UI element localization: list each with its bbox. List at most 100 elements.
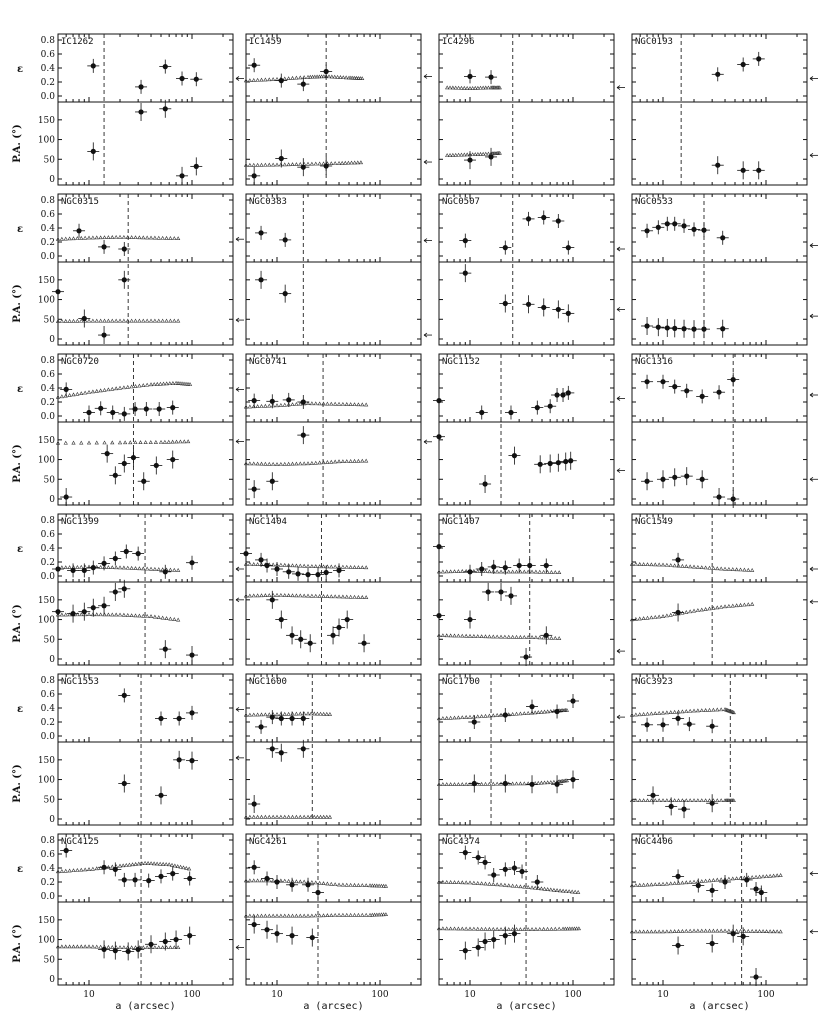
- pa-profile-point: [376, 912, 382, 917]
- pa-profile-point: [67, 318, 72, 323]
- e-profile-point: [567, 889, 572, 894]
- e-profile-point: [117, 234, 123, 239]
- e-profile-point: [294, 75, 299, 80]
- e-profile-point: [539, 709, 544, 714]
- e-profile-point: [294, 879, 299, 884]
- e-tick-label: 0.6: [41, 690, 56, 700]
- pa-profile-point: [684, 928, 689, 933]
- pa-profile-point: [481, 151, 486, 156]
- pa-profile-point: [470, 152, 475, 157]
- pa-profile-point: [448, 782, 453, 786]
- pa-profile-point: [251, 593, 256, 598]
- pa-axis-label: P.A. (°): [12, 284, 23, 323]
- e-profile-point: [155, 381, 160, 386]
- e-profile-point: [86, 564, 92, 569]
- pa-point: [330, 632, 336, 638]
- pa-profile-point: [660, 929, 666, 934]
- pa-point: [498, 589, 504, 595]
- pa-tick-label: 0: [49, 175, 55, 185]
- e-profile-point: [529, 885, 535, 890]
- pa-profile-point: [699, 928, 704, 933]
- e-profile-point: [633, 883, 638, 887]
- e-profile-point: [529, 569, 535, 574]
- e-profile-point: [370, 883, 375, 888]
- ellipticity-axis-label: ε: [17, 224, 23, 235]
- e-profile-point: [533, 710, 538, 715]
- x-tick-label: 100: [564, 990, 581, 1000]
- pa-profile-point: [653, 798, 658, 803]
- e-profile-point: [309, 880, 314, 884]
- pa-profile-point: [641, 929, 646, 934]
- pa-profile-point: [336, 161, 342, 165]
- e-profile-point: [356, 883, 361, 887]
- pa-profile-point: [738, 602, 743, 607]
- pa-profile-point: [305, 461, 311, 466]
- e-point: [300, 81, 306, 87]
- pa-profile-point: [333, 459, 338, 464]
- pa-profile-point: [653, 929, 658, 934]
- e-profile-point: [317, 401, 322, 406]
- pa-profile-point: [462, 152, 467, 157]
- pa-point: [148, 941, 154, 947]
- e-profile-point: [464, 568, 469, 573]
- x-axis-label: a (arcsec): [689, 1001, 749, 1012]
- pa-profile-point: [448, 926, 453, 931]
- e-profile-point: [255, 878, 260, 883]
- e-profile-point: [243, 404, 249, 409]
- e-tick-label: 0.4: [41, 64, 56, 74]
- e-profile-point: [106, 387, 111, 392]
- pa-profile-point: [657, 929, 662, 934]
- e-point: [660, 379, 666, 385]
- pa-point: [135, 946, 141, 953]
- pa-profile-point: [479, 634, 484, 639]
- pa-profile-point: [267, 461, 272, 466]
- e-profile-point: [456, 569, 461, 573]
- e-profile-point: [170, 381, 176, 385]
- galaxy-name: NGC4406: [635, 837, 673, 847]
- e-profile-point: [680, 563, 685, 568]
- pa-profile-point: [251, 162, 256, 167]
- pa-profile-point: [495, 634, 500, 639]
- pa-tick-label: 50: [44, 795, 56, 805]
- e-profile-point: [243, 712, 249, 717]
- pa-point: [269, 478, 275, 484]
- pa-frame: [57, 581, 234, 666]
- e-tick-label: 0.2: [41, 558, 55, 568]
- e-profile-point: [348, 882, 353, 887]
- pa-profile-point: [298, 593, 303, 598]
- e-profile-point: [471, 568, 476, 573]
- e-point: [675, 715, 681, 722]
- pa-point: [668, 803, 674, 809]
- galaxy-name: NGC1407: [442, 517, 480, 527]
- pa-profile-point: [649, 798, 654, 803]
- e-profile-point: [187, 866, 192, 871]
- pa-profile-point: [125, 945, 130, 950]
- panel-ic4296: IC4296: [438, 33, 625, 186]
- e-profile-point: [775, 873, 780, 878]
- e-arrow-head: [809, 392, 814, 398]
- pa-profile-point: [327, 814, 333, 819]
- e-profile-point: [440, 716, 445, 720]
- pa-profile-point: [117, 945, 123, 950]
- e-profile-point: [738, 567, 743, 572]
- e-profile-point: [321, 401, 326, 406]
- pa-profile-point: [160, 318, 165, 323]
- pa-arrow-head: [809, 313, 814, 319]
- e-profile-point: [560, 888, 566, 893]
- e-profile-point: [336, 401, 342, 406]
- pa-point: [289, 933, 295, 939]
- e-profile-point: [312, 711, 317, 716]
- e-point: [189, 560, 195, 566]
- e-profile-point: [329, 564, 334, 569]
- pa-profile-point: [156, 945, 161, 950]
- e-profile-point: [553, 570, 558, 574]
- e-profile-point: [305, 401, 311, 405]
- e-profile-point: [145, 566, 150, 571]
- pa-profile-point: [94, 944, 99, 949]
- e-point: [502, 866, 508, 873]
- pa-profile-point: [379, 912, 384, 917]
- pa-profile-point: [367, 912, 373, 917]
- e-tick-label: 0.0: [41, 252, 56, 262]
- e-point: [664, 221, 670, 227]
- pa-point: [278, 616, 284, 623]
